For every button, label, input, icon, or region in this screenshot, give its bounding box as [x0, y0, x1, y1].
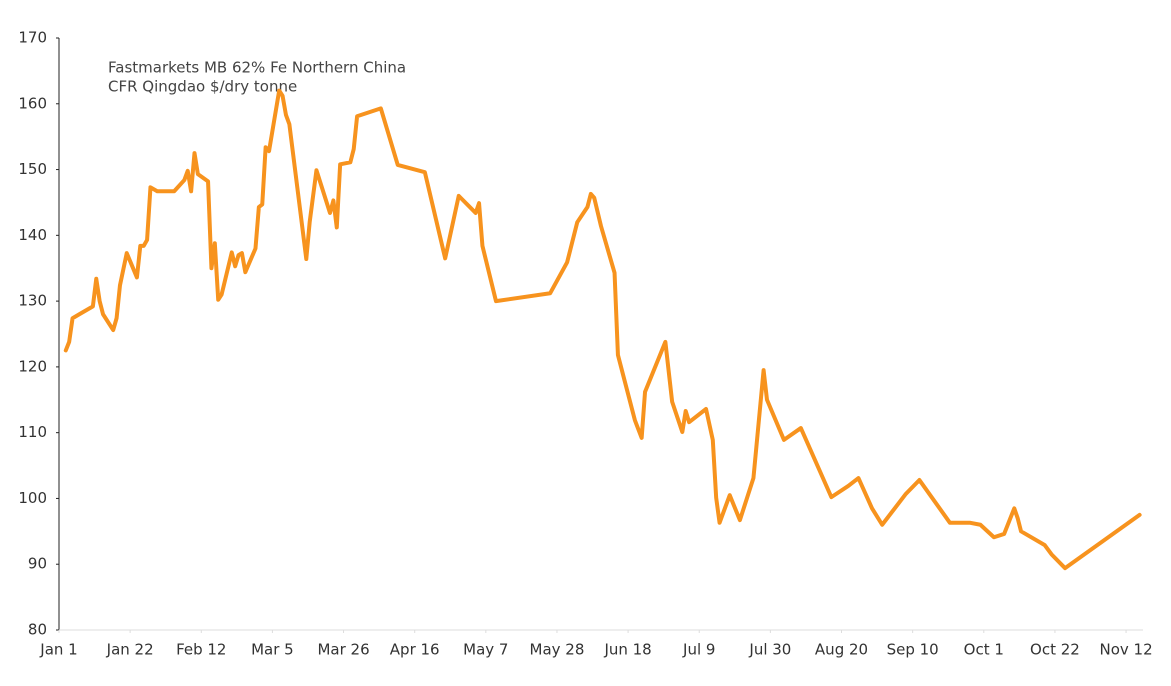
y-tick-label: 90 — [28, 555, 47, 573]
x-tick-label: Jul 9 — [682, 641, 715, 659]
y-tick-label: 170 — [18, 29, 47, 47]
x-tick-label: May 28 — [530, 641, 585, 659]
x-tick-label: Oct 1 — [964, 641, 1004, 659]
y-tick-label: 110 — [18, 423, 47, 441]
x-tick-label: Aug 20 — [815, 641, 868, 659]
x-tick-label: Nov 12 — [1099, 641, 1152, 659]
y-tick-label: 130 — [18, 292, 47, 310]
x-tick-label: Jan 22 — [106, 641, 154, 659]
x-tick-label: Jan 1 — [39, 641, 77, 659]
x-tick-label: Mar 5 — [251, 641, 294, 659]
y-tick-label: 150 — [18, 160, 47, 178]
y-tick-label: 100 — [18, 489, 47, 507]
y-tick-label: 160 — [18, 94, 47, 112]
y-tick-label: 80 — [28, 621, 47, 639]
x-tick-label: Feb 12 — [176, 641, 226, 659]
x-tick-label: Sep 10 — [887, 641, 939, 659]
x-tick-label: Apr 16 — [390, 641, 440, 659]
x-tick-label: Mar 26 — [317, 641, 369, 659]
x-tick-label: Jul 30 — [748, 641, 791, 659]
chart-title: Fastmarkets MB 62% Fe Northern China — [108, 59, 406, 77]
x-tick-label: May 7 — [463, 641, 508, 659]
y-tick-label: 120 — [18, 357, 47, 375]
chart-title: CFR Qingdao $/dry tonne — [108, 78, 297, 96]
line-series — [63, 88, 1142, 571]
x-tick-label: Oct 22 — [1030, 641, 1080, 659]
y-tick-label: 140 — [18, 226, 47, 244]
x-tick-label: Jun 18 — [603, 641, 651, 659]
